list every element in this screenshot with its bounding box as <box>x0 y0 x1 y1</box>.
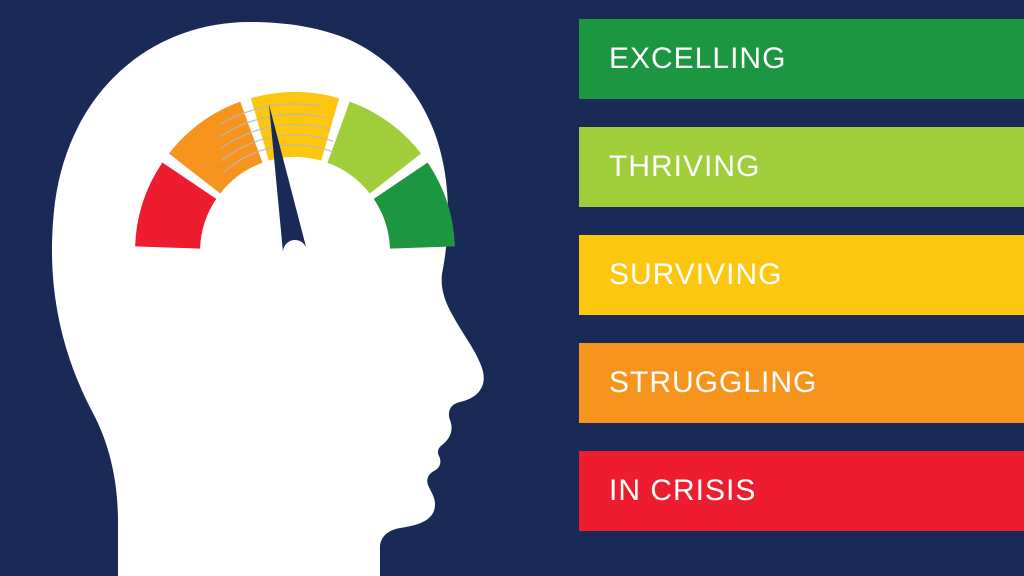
head-gauge-illustration <box>40 22 540 576</box>
legend-item-struggling: STRUGGLING <box>579 343 1024 423</box>
legend-label: EXCELLING <box>609 42 786 76</box>
legend-label: IN CRISIS <box>609 474 756 508</box>
legend-label: THRIVING <box>609 150 760 184</box>
legend: EXCELLING THRIVING SURVIVING STRUGGLING … <box>579 19 1024 531</box>
infographic-canvas: EXCELLING THRIVING SURVIVING STRUGGLING … <box>0 0 1024 576</box>
legend-item-thriving: THRIVING <box>579 127 1024 207</box>
legend-item-surviving: SURVIVING <box>579 235 1024 315</box>
legend-item-excelling: EXCELLING <box>579 19 1024 99</box>
legend-label: SURVIVING <box>609 258 783 292</box>
legend-label: STRUGGLING <box>609 366 817 400</box>
legend-item-in-crisis: IN CRISIS <box>579 451 1024 531</box>
